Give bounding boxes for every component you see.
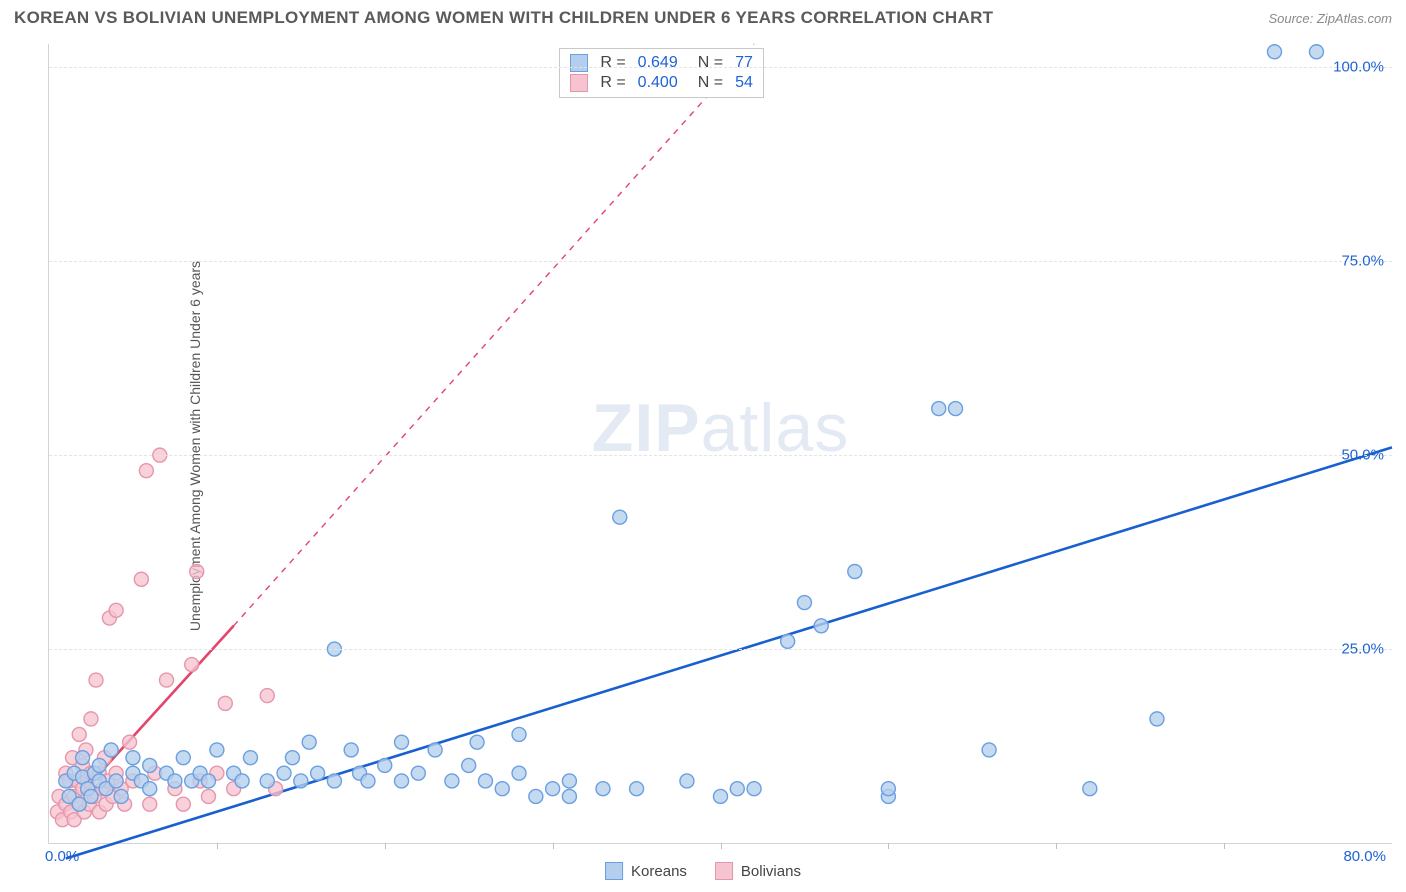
stat-row-bolivians: R = 0.400 N = 54 (570, 74, 753, 92)
legend-item-bolivians: Bolivians (715, 862, 801, 880)
correlation-stats-box: R = 0.649 N = 77 R = 0.400 N = 54 (559, 48, 764, 98)
x-axis-min-label: 0.0% (45, 848, 79, 865)
r-value-koreans: 0.649 (638, 54, 678, 72)
y-tick-label: 100.0% (1333, 59, 1384, 76)
y-tick-label: 50.0% (1341, 447, 1384, 464)
x-tick (721, 843, 722, 849)
gridline (49, 261, 1392, 262)
legend-label-bolivians: Bolivians (741, 863, 801, 880)
legend: Koreans Bolivians (605, 862, 801, 880)
x-tick (217, 843, 218, 849)
x-tick (385, 843, 386, 849)
chart-area: ZIPatlas R = 0.649 N = 77 R = 0.400 N = … (48, 44, 1392, 844)
gridline (49, 649, 1392, 650)
y-tick-label: 25.0% (1341, 641, 1384, 658)
scatter-plot (49, 44, 1392, 843)
chart-title: KOREAN VS BOLIVIAN UNEMPLOYMENT AMONG WO… (14, 8, 993, 28)
x-axis-max-label: 80.0% (1343, 848, 1386, 865)
x-tick (1224, 843, 1225, 849)
x-tick (1056, 843, 1057, 849)
gridline (49, 67, 1392, 68)
x-tick (553, 843, 554, 849)
source-label: Source: ZipAtlas.com (1268, 11, 1392, 26)
n-label: N = (698, 74, 723, 92)
gridline (49, 455, 1392, 456)
legend-item-koreans: Koreans (605, 862, 687, 880)
r-label: R = (600, 74, 625, 92)
swatch-koreans-icon (605, 862, 623, 880)
swatch-bolivians-icon (715, 862, 733, 880)
stat-row-koreans: R = 0.649 N = 77 (570, 54, 753, 72)
y-tick-label: 75.0% (1341, 253, 1384, 270)
r-label: R = (600, 54, 625, 72)
x-tick (888, 843, 889, 849)
n-value-bolivians: 54 (735, 74, 753, 92)
n-label: N = (698, 54, 723, 72)
legend-label-koreans: Koreans (631, 863, 687, 880)
swatch-koreans (570, 54, 588, 72)
n-value-koreans: 77 (735, 54, 753, 72)
r-value-bolivians: 0.400 (638, 74, 678, 92)
swatch-bolivians (570, 74, 588, 92)
